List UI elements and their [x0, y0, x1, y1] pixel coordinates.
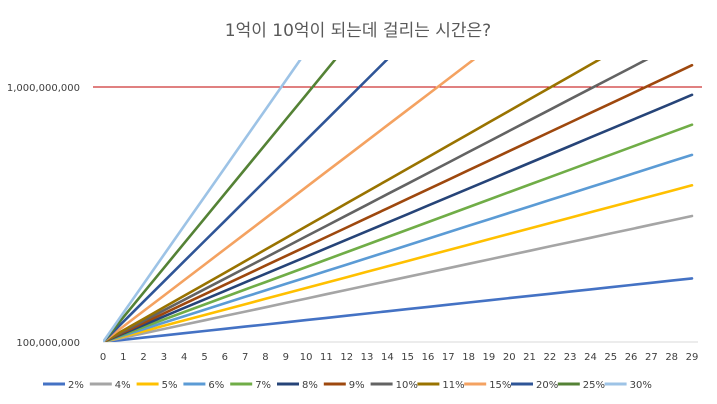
x-tick-label: 15 — [401, 352, 414, 363]
x-tick-label: 9 — [283, 352, 289, 363]
x-tick-label: 28 — [665, 352, 678, 363]
series-line-2pct — [103, 277, 694, 342]
series-line-6pct — [103, 153, 694, 342]
legend-label: 15% — [489, 380, 511, 391]
series-lines — [103, 60, 694, 342]
x-tick-label: 19 — [483, 352, 496, 363]
x-tick-label: 14 — [381, 352, 394, 363]
legend-label: 2% — [68, 380, 84, 391]
series-line-7pct — [103, 123, 694, 342]
series-line-15pct — [103, 60, 476, 342]
series-line-9pct — [103, 63, 694, 342]
x-tick-label: 0 — [100, 352, 106, 363]
x-tick-label: 13 — [361, 352, 374, 363]
series-line-5pct — [103, 184, 694, 342]
series-line-11pct — [103, 60, 602, 342]
x-tick-label: 18 — [462, 352, 475, 363]
x-tick-label: 12 — [340, 352, 353, 363]
y-tick-label: 100,000,000 — [16, 338, 80, 349]
x-tick-label: 24 — [584, 352, 597, 363]
x-tick-label: 10 — [300, 352, 313, 363]
x-tick-label: 27 — [645, 352, 658, 363]
legend-label: 8% — [302, 380, 318, 391]
x-tick-label: 11 — [320, 352, 333, 363]
legend-label: 9% — [349, 380, 365, 391]
x-tick-label: 1 — [120, 352, 126, 363]
x-tick-label: 22 — [543, 352, 556, 363]
series-line-4pct — [103, 214, 694, 342]
x-tick-label: 16 — [422, 352, 435, 363]
x-tick-label: 8 — [262, 352, 268, 363]
chart-title: 1억이 10억이 되는데 걸리는 시간은? — [225, 21, 491, 41]
series-line-10pct — [103, 60, 649, 342]
series-line-30pct — [103, 60, 302, 342]
series-line-25pct — [103, 60, 337, 342]
x-tick-label: 4 — [181, 352, 187, 363]
legend-label: 5% — [162, 380, 178, 391]
series-line-8pct — [103, 93, 694, 342]
legend-label: 25% — [583, 380, 605, 391]
legend-label: 10% — [396, 380, 418, 391]
x-tick-label: 5 — [201, 352, 207, 363]
legend-label: 6% — [208, 380, 224, 391]
x-tick-label: 2 — [140, 352, 146, 363]
y-tick-label: 1,000,000,000 — [7, 83, 80, 94]
legend-label: 20% — [536, 380, 558, 391]
x-tick-label: 21 — [523, 352, 536, 363]
x-tick-label: 20 — [503, 352, 516, 363]
x-tick-label: 6 — [222, 352, 228, 363]
legend-label: 30% — [630, 380, 652, 391]
legend-label: 4% — [115, 380, 131, 391]
x-tick-label: 17 — [442, 352, 455, 363]
legend-label: 7% — [255, 380, 271, 391]
x-tick-label: 25 — [604, 352, 617, 363]
x-tick-label: 26 — [625, 352, 638, 363]
x-tick-label: 7 — [242, 352, 248, 363]
x-tick-label: 3 — [161, 352, 167, 363]
x-tick-label: 29 — [686, 352, 699, 363]
legend: 2% 4% 5% 6% 7% 8% 9% 10% 11% 15% 20% 25% 30% — [43, 380, 652, 391]
legend-label: 11% — [442, 380, 464, 391]
x-tick-label: 23 — [564, 352, 577, 363]
series-line-20pct — [103, 60, 389, 342]
